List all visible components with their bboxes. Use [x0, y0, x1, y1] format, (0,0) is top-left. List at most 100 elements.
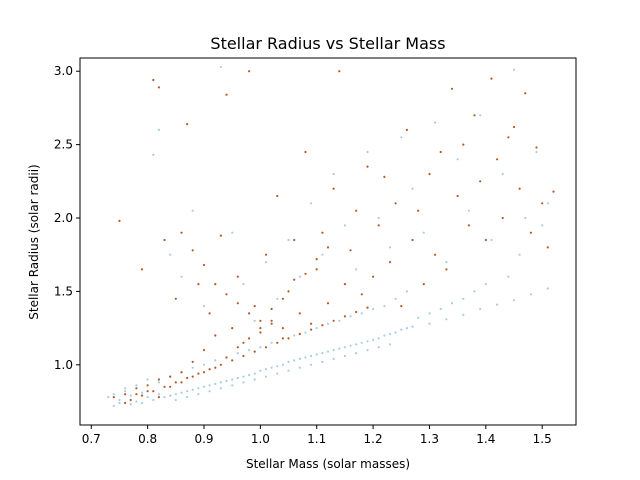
- point-series0-29: [271, 367, 273, 369]
- point-series0-124: [524, 217, 526, 219]
- point-series0-91: [158, 129, 160, 131]
- point-series0-101: [265, 261, 267, 263]
- point-series0-45: [361, 342, 363, 344]
- point-series0-139: [118, 402, 120, 404]
- point-series1-42: [355, 210, 357, 212]
- point-series1-48: [389, 261, 391, 263]
- x-tick-label-0: 0.7: [82, 432, 101, 446]
- point-series0-153: [321, 361, 323, 363]
- point-series0-8: [152, 399, 154, 401]
- x-tick-label-3: 1.0: [251, 432, 270, 446]
- point-series0-35: [304, 356, 306, 358]
- point-series1-106: [180, 381, 182, 383]
- point-series1-126: [248, 312, 250, 314]
- point-series0-141: [186, 396, 188, 398]
- y-axis: 1.0 1.5 2.0 2.5 3.0: [54, 64, 80, 372]
- point-series1-68: [502, 217, 504, 219]
- point-series1-123: [214, 283, 216, 285]
- point-series0-135: [428, 312, 430, 314]
- point-series0-6: [141, 392, 143, 394]
- plot-frame: [80, 58, 576, 425]
- point-series1-12: [186, 123, 188, 125]
- point-series0-53: [406, 327, 408, 329]
- point-series0-99: [242, 283, 244, 285]
- point-series1-91: [276, 342, 278, 344]
- chart-title: Stellar Radius vs Stellar Mass: [210, 34, 445, 53]
- point-series1-3: [141, 268, 143, 270]
- point-series1-38: [333, 188, 335, 190]
- point-series1-61: [462, 144, 464, 146]
- point-series1-29: [282, 337, 284, 339]
- point-series1-101: [124, 402, 126, 404]
- x-tick-label-8: 1.5: [533, 432, 552, 446]
- point-series0-156: [355, 352, 357, 354]
- point-series1-7: [158, 378, 160, 380]
- point-series1-119: [327, 246, 329, 248]
- point-series0-9: [158, 393, 160, 395]
- point-series0-92: [169, 254, 171, 256]
- point-series1-107: [192, 376, 194, 378]
- point-series0-108: [344, 224, 346, 226]
- point-series1-8: [163, 239, 165, 241]
- point-series1-113: [259, 327, 261, 329]
- point-series0-152: [310, 364, 312, 366]
- point-series0-89: [406, 290, 408, 292]
- point-series0-138: [130, 403, 132, 405]
- point-series0-79: [293, 334, 295, 336]
- point-series0-61: [530, 293, 532, 295]
- point-series0-77: [271, 342, 273, 344]
- point-series0-87: [383, 305, 385, 307]
- x-tick-label-7: 1.4: [476, 432, 495, 446]
- point-series0-0: [107, 396, 109, 398]
- point-series1-14: [197, 283, 199, 285]
- point-series1-58: [445, 268, 447, 270]
- point-series0-98: [231, 232, 233, 234]
- point-series0-57: [462, 314, 464, 316]
- point-series0-150: [287, 370, 289, 372]
- point-series1-124: [225, 293, 227, 295]
- point-series0-159: [389, 343, 391, 345]
- point-series0-95: [203, 305, 205, 307]
- point-series0-143: [209, 390, 211, 392]
- y-tick-label-4: 3.0: [54, 64, 73, 78]
- point-series0-133: [451, 302, 453, 304]
- point-series0-145: [231, 384, 233, 386]
- point-series1-128: [271, 323, 273, 325]
- point-series1-122: [203, 264, 205, 266]
- point-series0-116: [434, 122, 436, 124]
- point-series1-17: [214, 334, 216, 336]
- point-series0-41: [338, 348, 340, 350]
- point-series1-25: [259, 331, 261, 333]
- point-series1-99: [366, 307, 368, 309]
- point-series1-9: [169, 376, 171, 378]
- point-series0-131: [473, 290, 475, 292]
- point-series0-85: [361, 312, 363, 314]
- point-series0-75: [248, 349, 250, 351]
- point-series0-44: [355, 343, 357, 345]
- point-series0-30: [276, 365, 278, 367]
- point-series0-149: [276, 373, 278, 375]
- point-series0-47: [372, 339, 374, 341]
- point-series1-40: [344, 283, 346, 285]
- point-series1-46: [378, 224, 380, 226]
- point-series0-28: [265, 368, 267, 370]
- point-series0-117: [445, 261, 447, 263]
- point-series1-18: [220, 235, 222, 237]
- point-series0-90: [152, 154, 154, 156]
- point-series1-22: [242, 342, 244, 344]
- point-series1-59: [451, 88, 453, 90]
- point-series0-106: [321, 254, 323, 256]
- point-series0-128: [519, 254, 521, 256]
- point-series1-88: [242, 355, 244, 357]
- point-series0-18: [209, 384, 211, 386]
- point-series1-45: [372, 276, 374, 278]
- point-series1-105: [169, 386, 171, 388]
- point-series1-1: [124, 393, 126, 395]
- point-series1-23: [248, 70, 250, 72]
- point-series0-15: [192, 389, 194, 391]
- point-series0-151: [299, 367, 301, 369]
- point-series1-28: [276, 195, 278, 197]
- point-series0-103: [287, 239, 289, 241]
- point-series1-37: [327, 302, 329, 304]
- point-series0-80: [304, 331, 306, 333]
